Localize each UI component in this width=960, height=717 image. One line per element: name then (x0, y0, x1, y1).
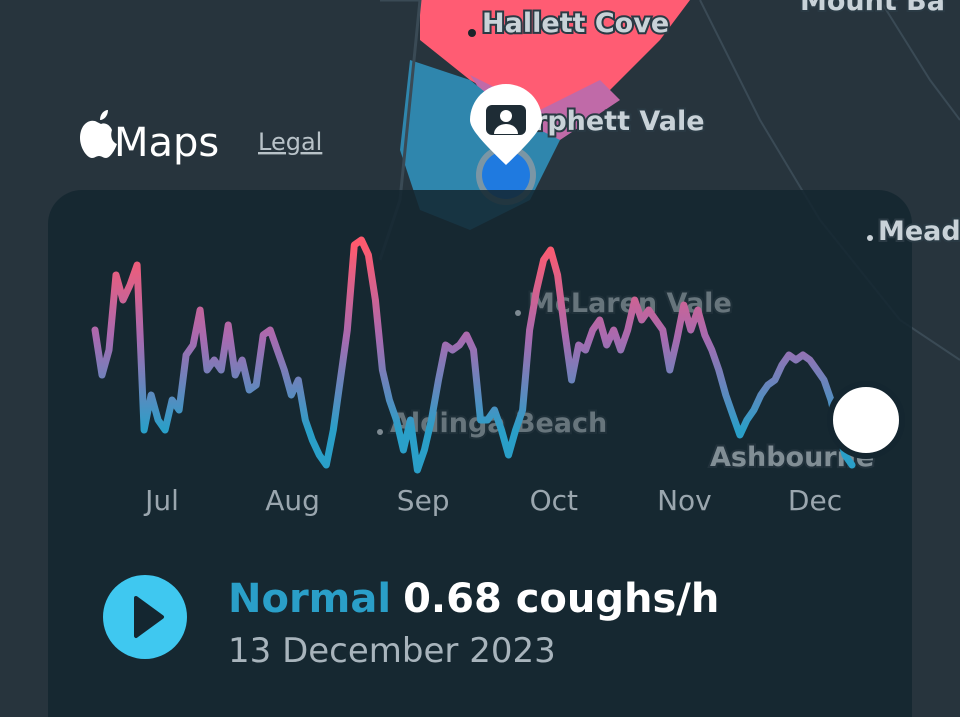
playhead[interactable] (827, 381, 905, 459)
chart: Jul Aug Sep Oct Nov Dec (91, 236, 856, 517)
month-label: Dec (788, 484, 842, 517)
maps-logo: Maps (80, 110, 219, 166)
status-level: Normal (228, 576, 391, 622)
map-label: rphett Vale (534, 106, 705, 137)
map-label: Meado (878, 216, 960, 247)
month-label: Jul (143, 484, 179, 517)
cough-line (91, 236, 856, 474)
map-label: Mount Ba (800, 0, 945, 17)
month-label: Aug (265, 484, 320, 517)
play-button[interactable] (103, 575, 187, 659)
status-date: 13 December 2023 (228, 631, 556, 671)
status-reading: 0.68 coughs/h (403, 576, 719, 622)
brand: Maps (114, 120, 219, 166)
month-label: Nov (657, 484, 712, 517)
status-line: Normal 0.68 coughs/h (228, 576, 719, 622)
month-label: Oct (530, 484, 578, 517)
location-pin[interactable] (470, 84, 542, 205)
map-label: Hallett Cove (482, 8, 669, 39)
legal-link[interactable]: Legal (258, 128, 322, 156)
month-label: Sep (397, 484, 450, 517)
